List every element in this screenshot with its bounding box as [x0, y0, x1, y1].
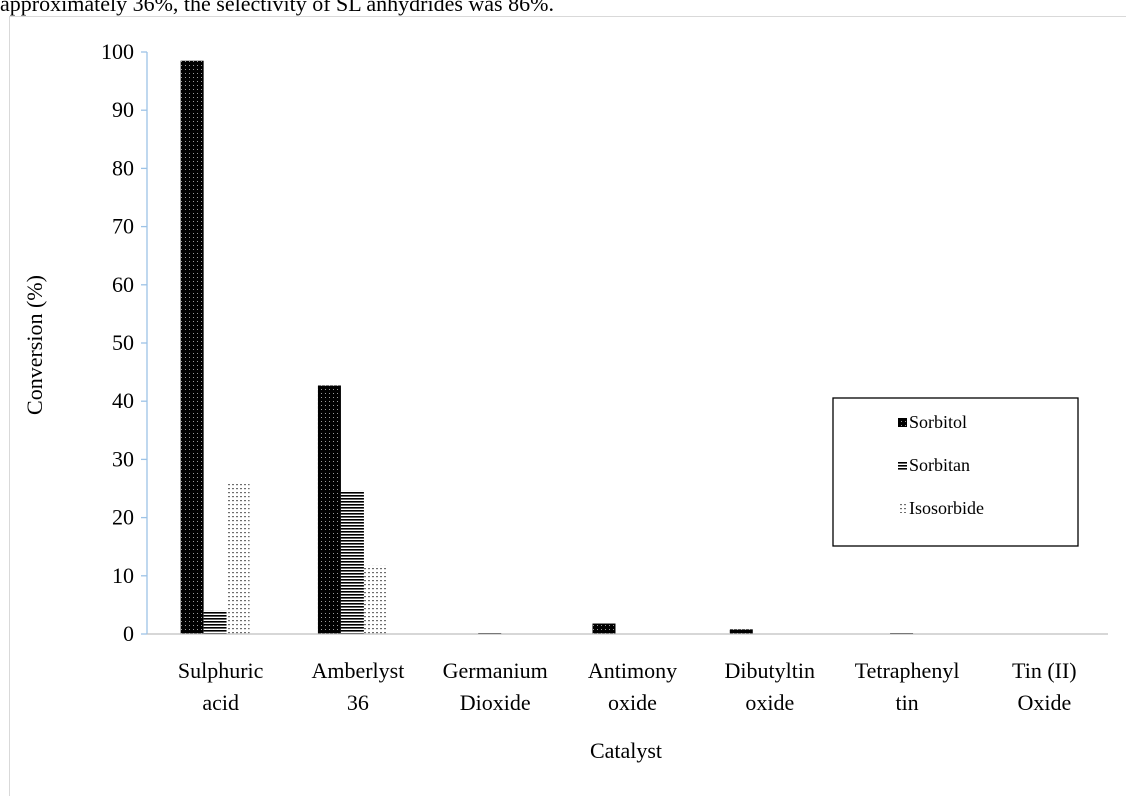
y-tick-label: 90 — [112, 97, 134, 122]
context-text: approximately 36%, the selectivity of SL… — [0, 0, 554, 16]
x-tick-label: Dioxide — [460, 690, 531, 715]
bar-sorbitan-5 — [890, 632, 914, 634]
y-tick-label: 20 — [112, 505, 134, 530]
x-tick-label: Tetraphenyl — [855, 658, 960, 683]
x-tick-label: Germanium — [443, 658, 548, 683]
bar-sorbitol-4 — [729, 629, 753, 634]
y-tick-label: 60 — [112, 272, 134, 297]
y-tick-label: 30 — [112, 446, 134, 471]
x-tick-label: oxide — [745, 690, 794, 715]
y-axis-title: Conversion (%) — [22, 275, 47, 415]
legend-label-sorbitan: Sorbitan — [909, 455, 970, 475]
legend-swatch-sorbitol — [898, 418, 907, 427]
x-tick-label: Oxide — [1017, 690, 1071, 715]
bar-sorbitan-0 — [203, 610, 227, 634]
legend-label-isosorbide: Isosorbide — [909, 498, 984, 518]
legend: Sorbitol Sorbitan Isosorbide — [832, 397, 1079, 547]
x-tick-label: Dibutyltin — [725, 658, 815, 683]
x-tick-labels: Sulphuric acid Amberlyst 36 Germanium Dioxide… — [178, 658, 1077, 715]
y-tick-label: 70 — [112, 214, 134, 239]
bar-sorbitol-3 — [592, 623, 616, 634]
bar-sorbitol-1 — [317, 385, 341, 634]
y-tick-label: 80 — [112, 155, 134, 180]
x-tick-label: Amberlyst — [311, 658, 404, 683]
y-tick-label: 50 — [112, 330, 134, 355]
bar-sorbitan-1 — [340, 490, 364, 634]
y-tick-label: 40 — [112, 388, 134, 413]
y-tick-label: 10 — [112, 563, 134, 588]
x-tick-label: oxide — [608, 690, 657, 715]
bar-isosorbide-0 — [226, 482, 250, 634]
x-tick-label: Antimony — [588, 658, 677, 683]
x-tick-label: tin — [895, 690, 918, 715]
plot-area: 0 10 20 30 40 50 60 70 80 90 100 — [101, 39, 1108, 646]
bar-sorbitol-0 — [180, 60, 204, 635]
legend-label-sorbitol: Sorbitol — [909, 412, 967, 432]
legend-box — [832, 397, 1079, 547]
x-tick-label: acid — [202, 690, 239, 715]
y-tick-label: 0 — [123, 621, 134, 646]
x-tick-label: Sulphuric — [178, 658, 264, 683]
legend-swatch-sorbitan — [898, 461, 907, 470]
bar-isosorbide-1 — [363, 565, 387, 634]
x-tick-label: 36 — [347, 690, 369, 715]
chart-frame — [9, 16, 1126, 796]
x-axis-title: Catalyst — [590, 738, 662, 763]
x-tick-label: Tin (II) — [1012, 658, 1077, 683]
y-tick-label: 100 — [101, 39, 134, 64]
legend-swatch-isosorbide — [898, 504, 907, 513]
